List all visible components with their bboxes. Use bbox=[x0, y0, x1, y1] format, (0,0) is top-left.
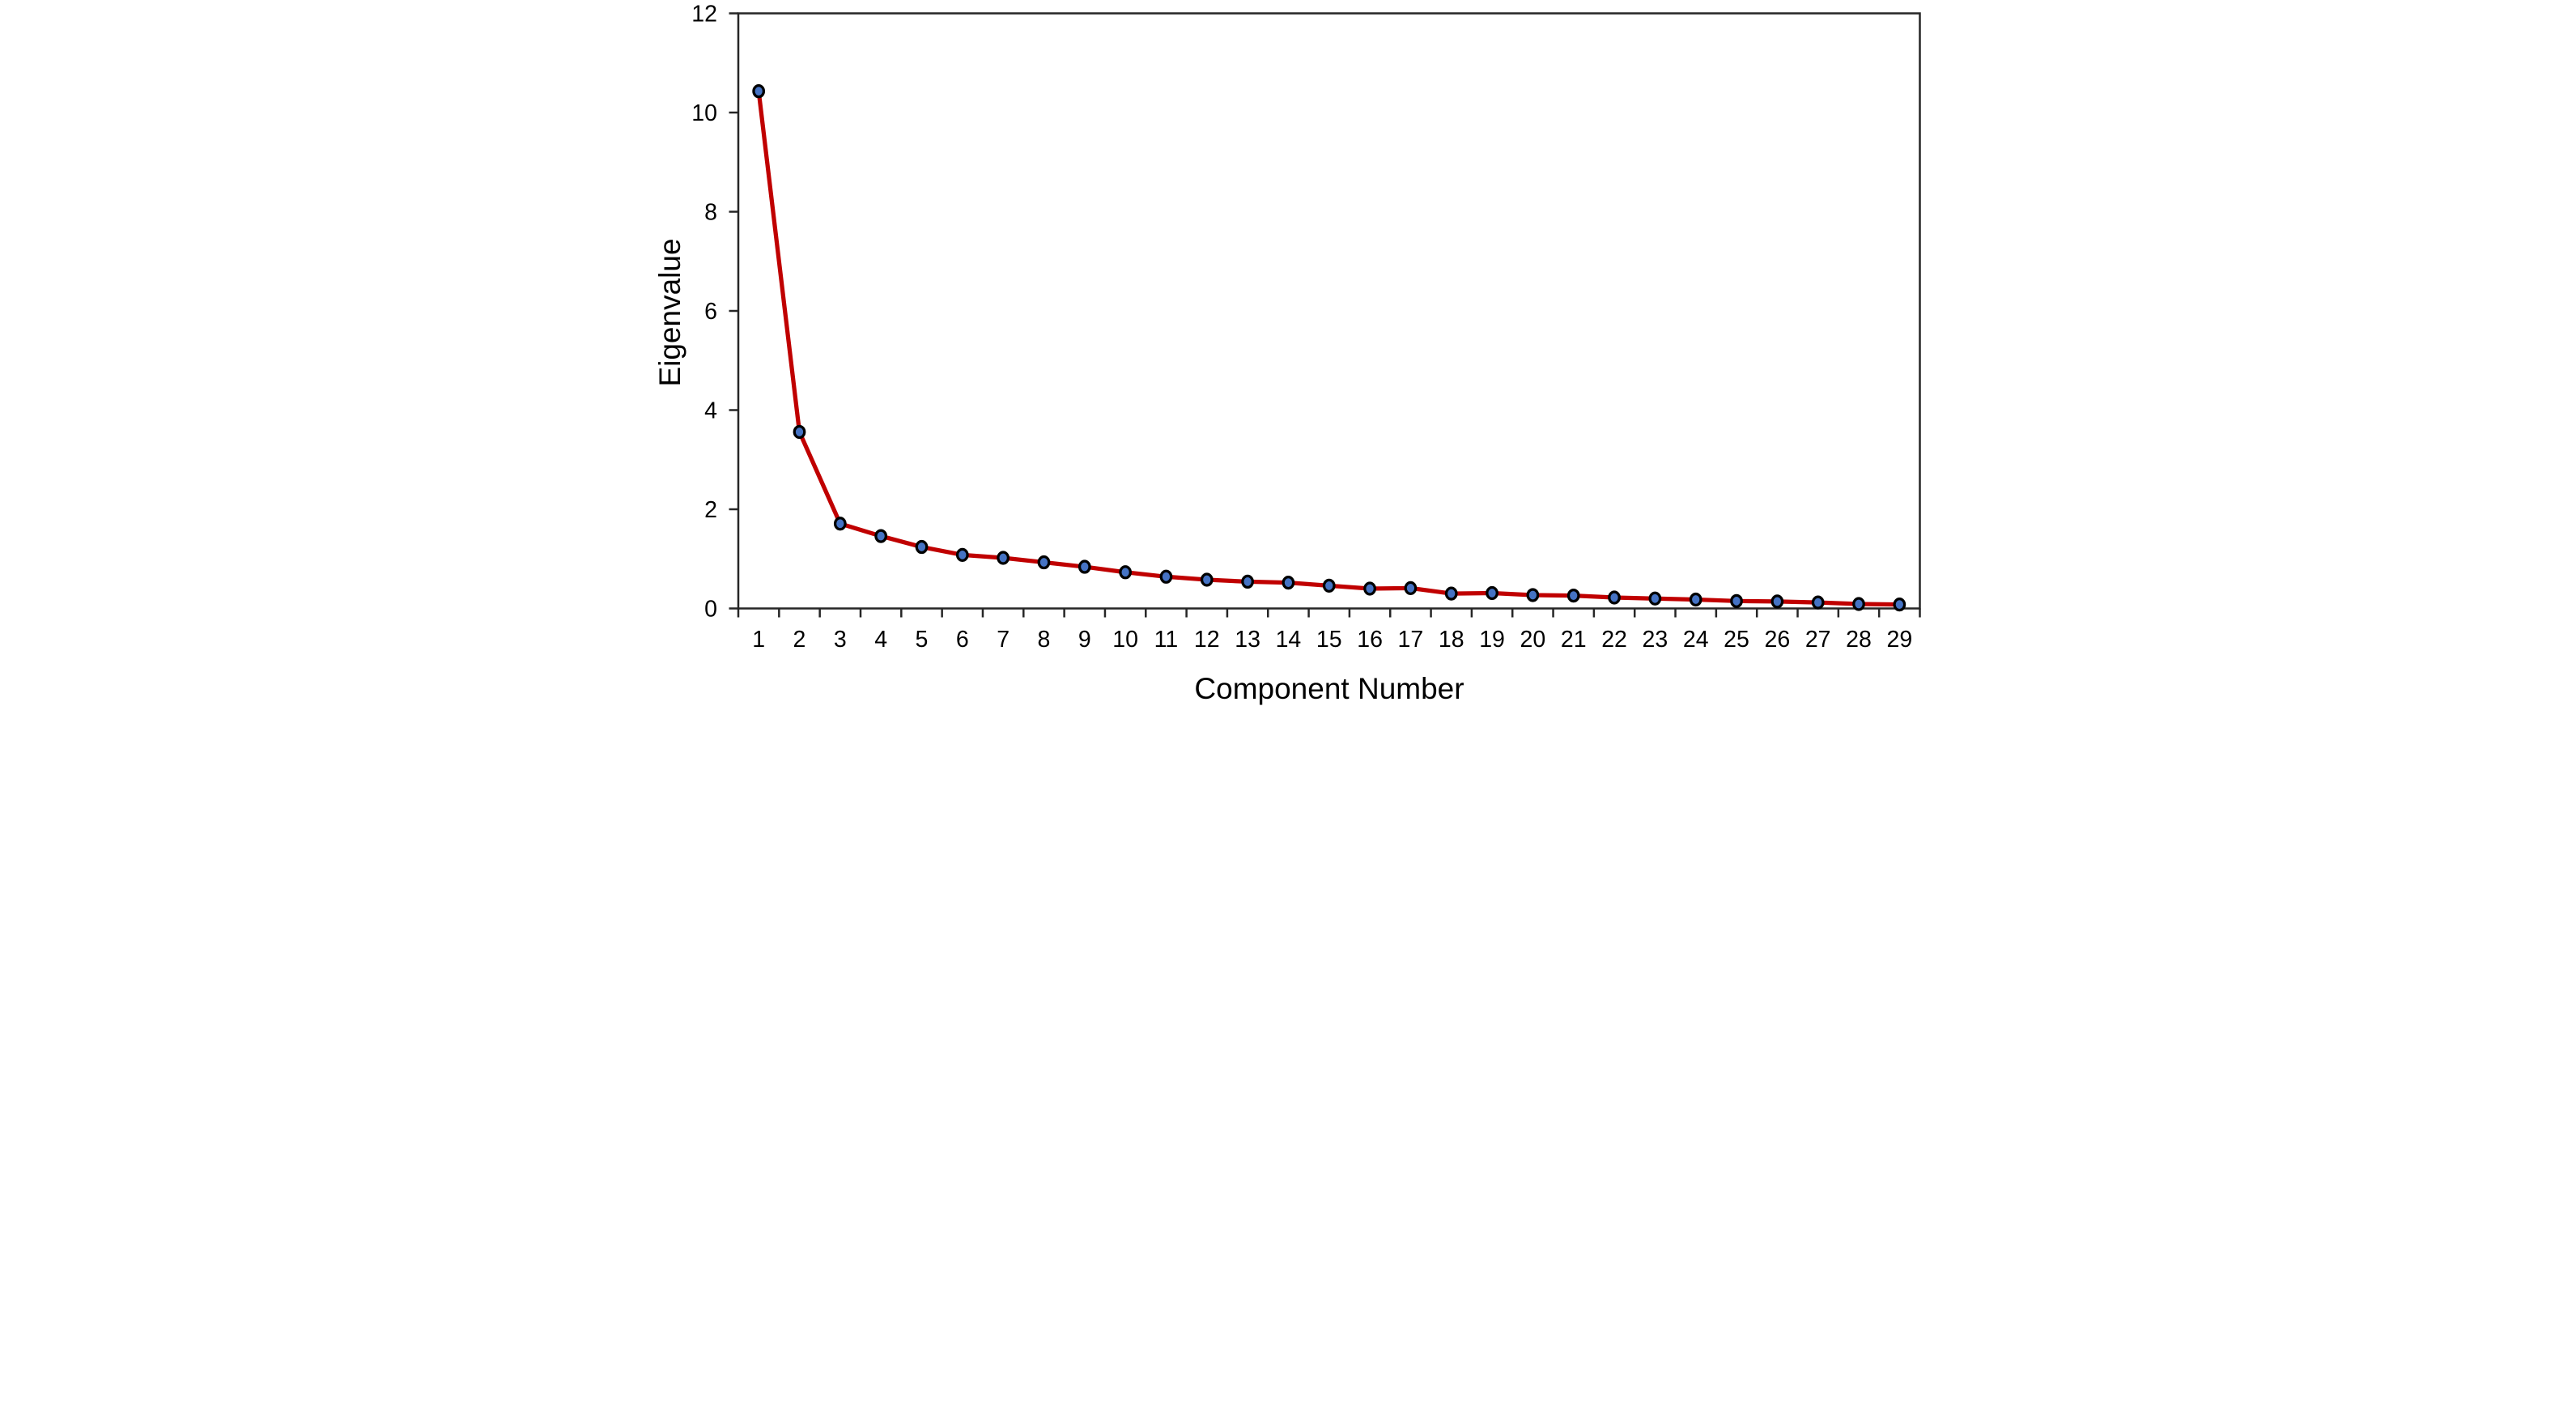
x-tick-label: 24 bbox=[1682, 627, 1708, 653]
x-tick-label: 27 bbox=[1804, 627, 1830, 653]
data-point bbox=[1770, 594, 1783, 609]
x-tick-label: 7 bbox=[997, 627, 1010, 653]
x-tick-label: 4 bbox=[874, 627, 887, 653]
y-axis-tick-labels: 0 2 4 6 8 10 12 bbox=[691, 2, 717, 623]
y-tick-label: 4 bbox=[704, 398, 717, 424]
x-tick-label: 17 bbox=[1397, 627, 1423, 653]
data-point bbox=[1362, 581, 1376, 596]
x-tick-label: 15 bbox=[1316, 627, 1341, 653]
data-point bbox=[1729, 593, 1743, 608]
x-axis-title: Component Number bbox=[1194, 672, 1464, 705]
x-tick-label: 20 bbox=[1520, 627, 1545, 653]
x-tick-label: 25 bbox=[1724, 627, 1749, 653]
plot-area-border bbox=[737, 12, 1921, 610]
x-tick-label: 12 bbox=[1193, 627, 1219, 653]
plot-border bbox=[737, 12, 1921, 610]
x-tick-label: 13 bbox=[1235, 627, 1260, 653]
data-point-markers bbox=[751, 84, 1906, 612]
data-point bbox=[1647, 591, 1661, 606]
x-tick-label: 11 bbox=[1154, 627, 1178, 653]
x-axis-tick-labels: 1 2 3 4 5 6 7 8 9 10 11 12 13 14 15 16 17 18 19 20 21 22 23 24 2… bbox=[752, 627, 1912, 653]
data-point bbox=[874, 529, 887, 543]
data-point bbox=[1159, 569, 1172, 584]
y-tick-label: 6 bbox=[704, 299, 717, 325]
y-tick-label: 10 bbox=[691, 100, 717, 126]
data-point bbox=[1811, 595, 1825, 610]
x-tick-label: 19 bbox=[1479, 627, 1505, 653]
data-point bbox=[955, 547, 969, 562]
data-point bbox=[1444, 586, 1458, 601]
x-tick-label: 16 bbox=[1357, 627, 1383, 653]
data-point bbox=[793, 424, 806, 440]
data-point bbox=[1078, 559, 1091, 574]
x-tick-label: 9 bbox=[1078, 627, 1090, 653]
y-axis-title: Eigenvalue bbox=[653, 238, 687, 386]
x-axis-ticks bbox=[737, 608, 1921, 618]
series-line bbox=[756, 89, 1902, 607]
x-tick-label: 10 bbox=[1112, 627, 1138, 653]
x-tick-label: 23 bbox=[1642, 627, 1668, 653]
scree-plot-figure: 0 2 4 6 8 10 12 1 2 3 4 5 6 7 8 9 10 11 12 13 14 15 16 17 18 19 2… bbox=[644, 0, 1932, 712]
x-tick-label: 21 bbox=[1560, 627, 1586, 653]
data-point bbox=[1037, 555, 1050, 570]
eigenvalue-line-series bbox=[756, 89, 1902, 607]
data-point bbox=[1485, 585, 1498, 601]
y-axis-ticks bbox=[729, 12, 738, 610]
x-tick-label: 29 bbox=[1886, 627, 1912, 653]
data-point bbox=[751, 84, 765, 99]
x-tick-label: 3 bbox=[833, 627, 846, 653]
data-point bbox=[1892, 597, 1906, 612]
x-tick-label: 6 bbox=[955, 627, 968, 653]
y-tick-label: 0 bbox=[704, 597, 717, 623]
x-tick-label: 5 bbox=[915, 627, 928, 653]
y-tick-label: 8 bbox=[704, 200, 717, 226]
data-point bbox=[1282, 576, 1294, 590]
x-tick-label: 18 bbox=[1438, 627, 1464, 653]
data-point bbox=[1200, 572, 1214, 587]
x-tick-label: 14 bbox=[1275, 627, 1301, 653]
data-point bbox=[1851, 597, 1865, 611]
x-tick-label: 28 bbox=[1846, 627, 1872, 653]
x-tick-label: 8 bbox=[1037, 627, 1050, 653]
y-tick-label: 2 bbox=[704, 497, 717, 523]
data-point bbox=[1607, 590, 1621, 605]
data-point bbox=[1689, 592, 1702, 607]
data-point bbox=[1404, 581, 1417, 596]
data-point bbox=[915, 539, 928, 555]
x-tick-label: 2 bbox=[793, 627, 806, 653]
data-point bbox=[1118, 565, 1132, 580]
data-point bbox=[996, 551, 1010, 565]
x-tick-label: 1 bbox=[752, 627, 765, 653]
data-point bbox=[833, 517, 847, 531]
y-tick-label: 12 bbox=[691, 2, 717, 28]
data-point bbox=[1240, 574, 1254, 589]
x-tick-label: 26 bbox=[1764, 627, 1790, 653]
data-point bbox=[1566, 588, 1580, 603]
x-tick-label: 22 bbox=[1601, 627, 1627, 653]
data-point bbox=[1526, 588, 1539, 602]
data-point bbox=[1322, 578, 1336, 593]
